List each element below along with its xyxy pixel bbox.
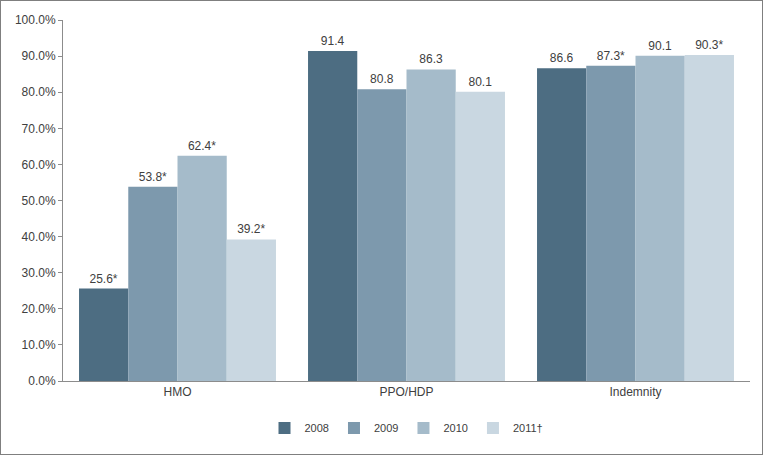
- svg-text:10.0%: 10.0%: [22, 338, 56, 352]
- svg-text:90.3*: 90.3*: [695, 38, 723, 52]
- svg-text:PPO/HDP: PPO/HDP: [379, 385, 433, 399]
- svg-text:Indemnity: Indemnity: [609, 385, 661, 399]
- svg-text:2011†: 2011†: [513, 422, 543, 434]
- svg-text:87.3*: 87.3*: [597, 49, 625, 63]
- svg-text:62.4*: 62.4*: [188, 139, 216, 153]
- svg-text:90.0%: 90.0%: [22, 49, 56, 63]
- svg-text:20.0%: 20.0%: [22, 302, 56, 316]
- svg-text:HMO: HMO: [164, 385, 192, 399]
- svg-text:80.0%: 80.0%: [22, 85, 56, 99]
- svg-text:60.0%: 60.0%: [22, 158, 56, 172]
- svg-text:86.3: 86.3: [419, 52, 443, 66]
- svg-text:30.0%: 30.0%: [22, 266, 56, 280]
- svg-text:25.6*: 25.6*: [89, 272, 117, 286]
- svg-text:80.1: 80.1: [469, 75, 493, 89]
- svg-text:53.8*: 53.8*: [139, 170, 167, 184]
- svg-text:39.2*: 39.2*: [237, 222, 265, 236]
- svg-text:50.0%: 50.0%: [22, 194, 56, 208]
- svg-text:91.4: 91.4: [321, 34, 345, 48]
- svg-text:86.6: 86.6: [550, 51, 574, 65]
- svg-text:80.8: 80.8: [370, 72, 394, 86]
- svg-text:0.0%: 0.0%: [28, 374, 56, 388]
- svg-text:100.0%: 100.0%: [15, 13, 56, 27]
- svg-text:2009: 2009: [374, 422, 398, 434]
- svg-text:40.0%: 40.0%: [22, 230, 56, 244]
- svg-text:90.1: 90.1: [648, 39, 672, 53]
- svg-text:70.0%: 70.0%: [22, 122, 56, 136]
- svg-text:2008: 2008: [305, 422, 329, 434]
- svg-text:2010: 2010: [443, 422, 467, 434]
